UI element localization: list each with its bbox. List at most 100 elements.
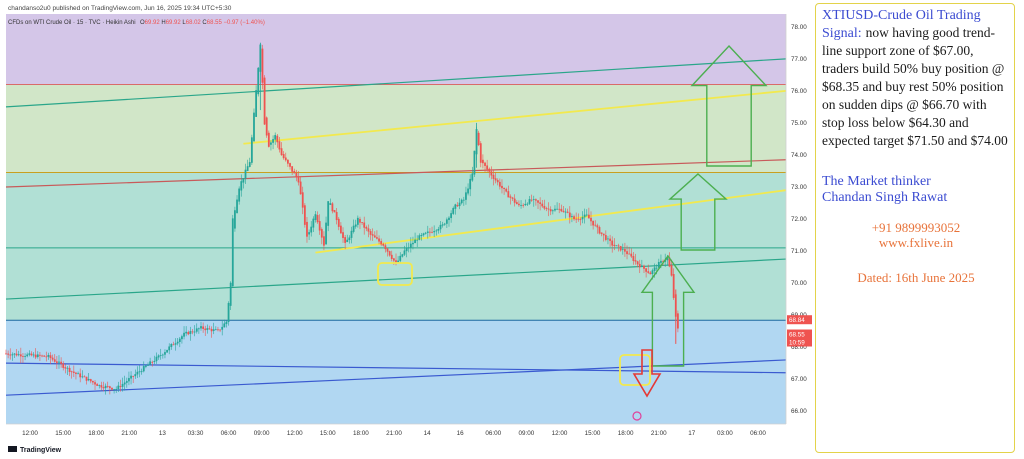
candle-body xyxy=(598,227,601,234)
candle xyxy=(172,341,175,346)
candle xyxy=(265,116,268,138)
candle-body xyxy=(229,282,232,306)
candle xyxy=(409,237,412,253)
candle xyxy=(26,352,29,358)
candle xyxy=(354,219,357,229)
candle-body xyxy=(545,208,548,209)
candle-body xyxy=(308,232,310,235)
candle xyxy=(308,229,310,241)
candle xyxy=(261,44,264,90)
candle-body xyxy=(624,249,626,252)
tradingview-logo[interactable]: TradingView xyxy=(8,446,62,454)
candle-body xyxy=(433,231,436,233)
candle xyxy=(486,159,489,173)
candle xyxy=(378,235,380,245)
candle-body xyxy=(590,217,592,222)
candle-body xyxy=(420,234,423,236)
candle xyxy=(363,216,366,235)
candle xyxy=(543,199,546,211)
price-chart[interactable]: 66.0067.0068.0069.0070.0071.0072.0073.00… xyxy=(0,0,815,459)
candle-body xyxy=(144,365,147,367)
candle xyxy=(541,199,544,208)
candle xyxy=(320,227,323,245)
price-axis[interactable]: 66.0067.0068.0069.0070.0071.0072.0073.00… xyxy=(785,14,812,424)
candle-body xyxy=(473,150,476,175)
candle-body xyxy=(70,371,73,373)
candle xyxy=(289,162,291,170)
candle-body xyxy=(490,171,493,176)
candle xyxy=(407,242,410,253)
candle xyxy=(236,195,238,214)
candle-body xyxy=(562,210,565,212)
candle xyxy=(178,337,181,348)
candle-body xyxy=(132,376,135,377)
candle xyxy=(72,365,75,378)
candle-body xyxy=(587,214,590,219)
candle-body xyxy=(306,221,308,237)
candle-body xyxy=(511,197,514,199)
candle xyxy=(626,245,628,260)
candle-body xyxy=(507,191,510,198)
symbol-line: CFDs on WTI Crude Oil · 15 · TVC · Heiki… xyxy=(8,20,136,26)
candle-body xyxy=(577,218,580,220)
time-tick-label: 21:00 xyxy=(386,430,402,437)
candle xyxy=(511,196,514,202)
candle-body xyxy=(117,385,120,390)
candle xyxy=(246,159,249,172)
time-tick-label: 15:00 xyxy=(55,430,71,437)
candle xyxy=(549,206,552,216)
candle-body xyxy=(293,170,296,174)
time-tick-label: 16 xyxy=(457,430,465,437)
candle-body xyxy=(373,235,376,238)
candle-body xyxy=(108,386,111,389)
candle xyxy=(426,225,429,239)
trendlines xyxy=(5,58,787,396)
candle xyxy=(9,348,12,360)
candle xyxy=(492,169,495,186)
candle xyxy=(75,371,77,380)
last-price-label: 68.55 xyxy=(789,332,805,339)
candle xyxy=(70,370,73,379)
candle-body xyxy=(100,385,103,388)
candle-body xyxy=(643,265,645,269)
candle-body xyxy=(660,260,662,263)
candle xyxy=(159,348,162,360)
candle xyxy=(55,355,58,370)
time-tick-label: 18:00 xyxy=(353,430,369,437)
website-link[interactable]: www.fxlive.in xyxy=(878,235,954,250)
candle xyxy=(318,214,321,235)
candle xyxy=(621,243,624,255)
time-tick-label: 17 xyxy=(688,430,696,437)
candle-body xyxy=(513,198,516,203)
fib-bands xyxy=(6,14,786,424)
candle-body xyxy=(62,363,65,368)
candle-body xyxy=(581,216,584,220)
candle xyxy=(380,238,383,247)
time-axis[interactable]: 12:00 15:00 18:00 21:00 13 03:30 06:00 09:00 12:… xyxy=(6,423,786,437)
candle xyxy=(297,171,300,186)
candle-body xyxy=(301,192,304,208)
candle xyxy=(505,187,508,193)
candle xyxy=(306,217,308,243)
candle-body xyxy=(331,203,334,212)
candle xyxy=(327,201,330,232)
candle-body xyxy=(244,169,247,179)
candle-body xyxy=(219,329,221,331)
candle xyxy=(81,370,84,379)
candle-body xyxy=(166,349,168,353)
candle-body xyxy=(263,77,266,125)
candle xyxy=(454,203,457,215)
candle-body xyxy=(329,203,332,205)
candle-body xyxy=(130,375,132,379)
annotations xyxy=(377,44,768,421)
candle-body xyxy=(66,367,69,369)
ohlc-line: O69.92 H69.92 L68.02 C68.55 −0.97 (−1.40… xyxy=(140,20,265,26)
candle-body xyxy=(520,204,522,206)
time-tick-label: 06:00 xyxy=(750,430,766,437)
candle-body xyxy=(613,244,616,246)
candle-body xyxy=(539,202,542,204)
candle xyxy=(303,203,306,228)
candle xyxy=(272,135,274,150)
candle-body xyxy=(151,361,154,363)
candle-body xyxy=(181,336,183,340)
